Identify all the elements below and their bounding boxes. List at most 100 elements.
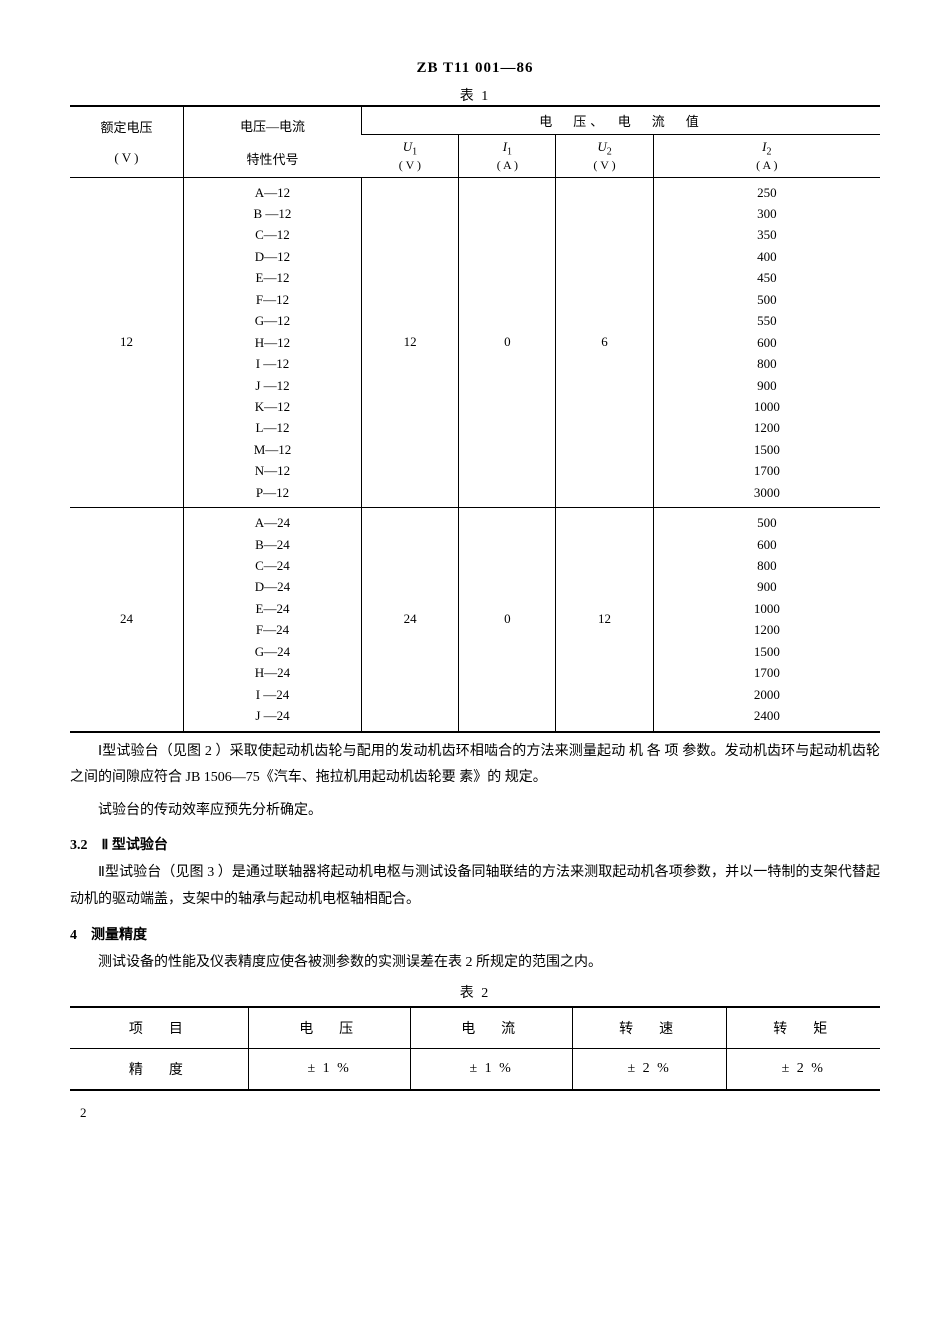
list-item: 500 [660, 289, 874, 310]
label: 额定电压 [100, 117, 152, 136]
list-item: 250 [660, 182, 874, 203]
label: 电压—电流 [240, 116, 305, 135]
list-item: 1000 [660, 396, 874, 417]
t1-g1-u2: 6 [556, 177, 653, 508]
list-item: D—12 [190, 246, 355, 267]
page-number: 2 [80, 1105, 880, 1121]
list-item: 550 [660, 310, 874, 331]
list-item: C—24 [190, 555, 355, 576]
list-item: A—24 [190, 512, 355, 533]
t1-g2-codes: A—24B—24C—24D—24E—24F—24G—24H—24I —24J —… [183, 508, 361, 732]
list-item: 600 [660, 332, 874, 353]
unit: ( V ) [114, 150, 138, 166]
t1-hdr-rated-voltage: 额定电压 ( V ) [70, 106, 183, 177]
label2: 特性代号 [246, 149, 298, 168]
t1-g1-i2: 2503003504004505005506008009001000120015… [653, 177, 880, 508]
t1-g1-i1: 0 [459, 177, 556, 508]
list-item: 1000 [660, 598, 874, 619]
section-number: 3.2 [70, 838, 88, 853]
table-2: 项 目 电 压 电 流 转 速 转 矩 精 度 ± 1 % ± 1 % ± 2 … [70, 1006, 880, 1091]
list-item: J —12 [190, 375, 355, 396]
section-3-2-heading: 3.2 Ⅱ 型试验台 [70, 834, 880, 854]
t1-g2-i2: 500600800900100012001500170020002400 [653, 508, 880, 732]
t2-cell: 项 目 [70, 1007, 248, 1049]
list-item: 1200 [660, 417, 874, 438]
list-item: A—12 [190, 182, 355, 203]
list-item: 800 [660, 555, 874, 576]
list-item: 2000 [660, 684, 874, 705]
list-item: 300 [660, 203, 874, 224]
list-item: N—12 [190, 460, 355, 481]
table1-caption: 表 1 [70, 85, 880, 105]
section-title: Ⅱ 型试验台 [102, 838, 168, 853]
list-item: 800 [660, 353, 874, 374]
t2-cell: 电 压 [248, 1007, 410, 1049]
paragraph-type1: Ⅰ型试验台（见图 2 ）采取使起动机齿轮与配用的发动机齿环相啮合的方法来测量起动… [70, 739, 880, 792]
table2-caption: 表 2 [70, 982, 880, 1002]
t2-cell: ± 1 % [248, 1049, 410, 1091]
list-item: B—24 [190, 534, 355, 555]
list-item: I —24 [190, 684, 355, 705]
section-title: 测量精度 [91, 928, 147, 943]
t2-cell: ± 2 % [572, 1049, 726, 1091]
t1-hdr-i1: I1 ( A ) [459, 135, 556, 178]
t2-cell: 精 度 [70, 1049, 248, 1091]
list-item: 350 [660, 224, 874, 245]
t1-g2-u2: 12 [556, 508, 653, 732]
t1-hdr-u1: U1 ( V ) [362, 135, 459, 178]
list-item: P—12 [190, 482, 355, 503]
list-item: M—12 [190, 439, 355, 460]
t2-value-row: 精 度 ± 1 % ± 1 % ± 2 % ± 2 % [70, 1049, 880, 1091]
list-item: 3000 [660, 482, 874, 503]
list-item: 900 [660, 576, 874, 597]
list-item: 900 [660, 375, 874, 396]
t2-cell: 电 流 [410, 1007, 572, 1049]
t2-cell: ± 2 % [726, 1049, 880, 1091]
t1-hdr-i2: I2 ( A ) [653, 135, 880, 178]
list-item: 1200 [660, 619, 874, 640]
t2-cell: 转 速 [572, 1007, 726, 1049]
list-item: H—12 [190, 332, 355, 353]
list-item: C—12 [190, 224, 355, 245]
list-item: 600 [660, 534, 874, 555]
section-number: 4 [70, 928, 77, 943]
list-item: J —24 [190, 705, 355, 726]
list-item: 2400 [660, 705, 874, 726]
list-item: 400 [660, 246, 874, 267]
list-item: I —12 [190, 353, 355, 374]
t1-g1-voltage: 12 [70, 177, 183, 508]
paragraph-efficiency: 试验台的传动效率应预先分析确定。 [70, 798, 880, 825]
list-item: F—12 [190, 289, 355, 310]
list-item: B —12 [190, 203, 355, 224]
t1-g2-u1: 24 [362, 508, 459, 732]
t2-cell: 转 矩 [726, 1007, 880, 1049]
list-item: F—24 [190, 619, 355, 640]
list-item: 450 [660, 267, 874, 288]
list-item: 1500 [660, 641, 874, 662]
t1-hdr-u2: U2 ( V ) [556, 135, 653, 178]
t1-hdr-char-code: 电压—电流 特性代号 [183, 106, 361, 177]
paragraph-type2: Ⅱ型试验台（见图 3 ）是通过联轴器将起动机电枢与测试设备同轴联结的方法来测取起… [70, 860, 880, 913]
list-item: G—12 [190, 310, 355, 331]
list-item: E—12 [190, 267, 355, 288]
document-code: ZB T11 001—86 [70, 60, 880, 77]
t1-g2-voltage: 24 [70, 508, 183, 732]
paragraph-accuracy: 测试设备的性能及仪表精度应使各被测参数的实测误差在表 2 所规定的范围之内。 [70, 950, 880, 977]
t1-g1-codes: A—12B —12C—12D—12E—12F—12G—12H—12I —12J … [183, 177, 361, 508]
t2-header-row: 项 目 电 压 电 流 转 速 转 矩 [70, 1007, 880, 1049]
list-item: H—24 [190, 662, 355, 683]
list-item: G—24 [190, 641, 355, 662]
t1-g1-u1: 12 [362, 177, 459, 508]
list-item: K—12 [190, 396, 355, 417]
section-4-heading: 4 测量精度 [70, 924, 880, 944]
t1-hdr-group: 电 压、 电 流 值 [362, 106, 880, 135]
list-item: 1500 [660, 439, 874, 460]
table-1: 额定电压 ( V ) 电压—电流 特性代号 电 压、 电 流 值 U1 ( V … [70, 105, 880, 733]
list-item: D—24 [190, 576, 355, 597]
list-item: E—24 [190, 598, 355, 619]
t1-g2-i1: 0 [459, 508, 556, 732]
t2-cell: ± 1 % [410, 1049, 572, 1091]
list-item: 1700 [660, 460, 874, 481]
list-item: L—12 [190, 417, 355, 438]
list-item: 500 [660, 512, 874, 533]
